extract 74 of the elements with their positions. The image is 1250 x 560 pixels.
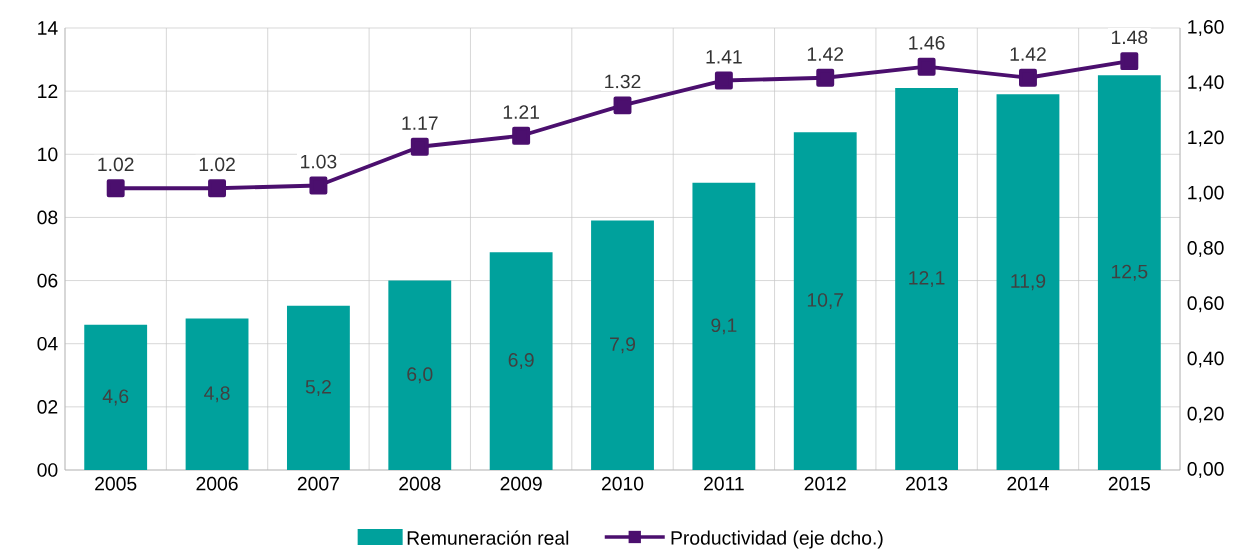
x-tick-label: 2014	[1007, 476, 1049, 491]
y-tick-label: 02	[37, 400, 58, 414]
x-tick-label: 2011	[704, 476, 744, 491]
data-label: 1.03	[301, 154, 337, 169]
point	[208, 179, 227, 198]
y2-tick-label: 0,20	[1187, 406, 1224, 423]
x-tick-label: 2015	[1108, 476, 1150, 491]
y-tick-label: 04	[37, 336, 58, 351]
data-label: 1.32	[605, 74, 641, 89]
data-label: 9,1	[711, 318, 737, 335]
y2-tick-label: 0,60	[1187, 296, 1224, 313]
y2-tick-label: 0,40	[1187, 351, 1224, 368]
data-label: 5,2	[305, 379, 331, 396]
x-tick-label: 2005	[95, 476, 137, 491]
x-tick-label: 2010	[601, 476, 644, 491]
bar	[591, 220, 654, 470]
bar	[1097, 75, 1161, 470]
data-label: 1.02	[98, 157, 134, 172]
y2-tick-label: 1,40	[1188, 75, 1224, 92]
y-tick-label: 14	[38, 21, 58, 35]
data-label: 4,8	[204, 386, 230, 403]
bar	[996, 94, 1060, 470]
bar	[692, 182, 756, 470]
y-tick-label: 06	[37, 273, 58, 288]
x-tick-label: 2006	[196, 476, 238, 491]
bar	[286, 305, 350, 470]
point	[917, 57, 936, 76]
point	[1019, 68, 1037, 87]
y2-tick-label: 0,80	[1187, 241, 1224, 257]
bar	[84, 324, 148, 470]
y-tick-label: 08	[37, 210, 58, 225]
y2-tick-label: 0,00	[1187, 462, 1224, 478]
data-label: 6,9	[508, 353, 534, 370]
bar	[388, 280, 452, 470]
y2-tick-label: 1,20	[1188, 130, 1224, 147]
data-label: 1.41	[706, 50, 742, 64]
y-tick-label: 00	[37, 463, 58, 477]
data-label: 1.46	[909, 35, 945, 50]
point	[816, 68, 835, 87]
point	[714, 71, 733, 90]
point	[512, 126, 531, 145]
point	[309, 176, 328, 195]
data-label: 10,7	[807, 293, 844, 310]
point	[1120, 52, 1139, 71]
bar	[489, 252, 553, 470]
data-label: 12,1	[909, 271, 945, 287]
x-tick-label: 2007	[297, 476, 339, 491]
data-label: 1.42	[1010, 47, 1046, 61]
data-label: 1.42	[807, 47, 844, 61]
y-tick-label: 12	[38, 84, 58, 98]
data-label: 1.02	[199, 157, 235, 172]
x-tick-label: 2008	[399, 476, 441, 491]
x-tick-label: 2012	[804, 476, 846, 491]
legend-label: Remuneración real	[407, 530, 569, 545]
x-tick-label: 2009	[500, 476, 542, 491]
data-label: 11,9	[1011, 274, 1046, 291]
data-label: 1.21	[503, 105, 540, 119]
data-label: 6,0	[407, 367, 433, 384]
point	[613, 96, 632, 115]
bar	[185, 318, 249, 470]
point	[410, 137, 429, 156]
data-label: 12,5	[1111, 264, 1148, 281]
bar	[895, 87, 959, 470]
legend-label: Productividad (eje dcho.)	[671, 530, 883, 549]
data-label: 4,6	[102, 389, 129, 406]
data-label: 1.48	[1111, 30, 1148, 45]
y2-tick-label: 1,60	[1188, 20, 1224, 36]
data-label: 1.17	[402, 116, 438, 130]
bar	[793, 132, 857, 470]
x-tick-label: 2013	[906, 476, 948, 491]
data-label: 7,9	[610, 337, 636, 354]
y-tick-label: 10	[38, 147, 58, 162]
y2-tick-label: 1,00	[1188, 185, 1224, 202]
point	[106, 179, 125, 198]
